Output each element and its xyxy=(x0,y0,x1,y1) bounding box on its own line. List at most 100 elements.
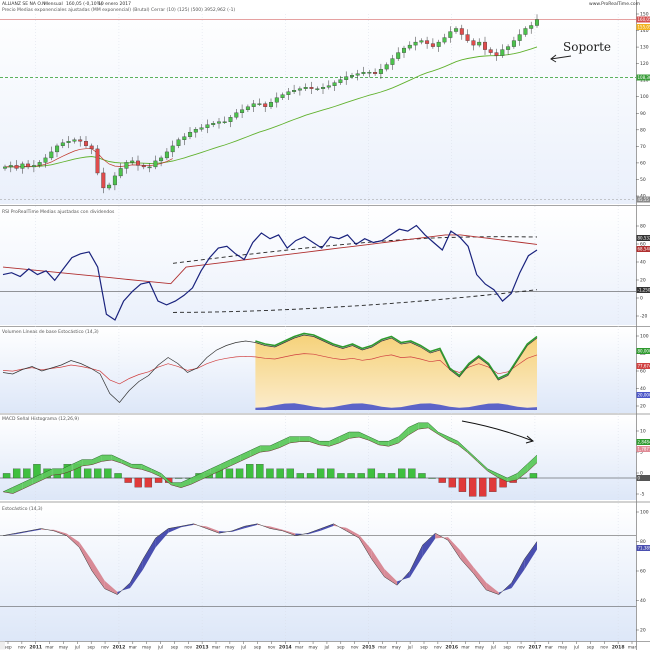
candle[interactable] xyxy=(454,29,458,32)
candle[interactable] xyxy=(512,41,516,47)
candle[interactable] xyxy=(211,123,215,125)
candle[interactable] xyxy=(396,53,400,59)
candle[interactable] xyxy=(188,132,192,137)
candle[interactable] xyxy=(263,104,267,107)
candle[interactable] xyxy=(420,41,424,43)
candle[interactable] xyxy=(73,140,77,142)
candle[interactable] xyxy=(316,89,320,90)
candle[interactable] xyxy=(287,92,291,95)
candle[interactable] xyxy=(107,185,111,188)
candle[interactable] xyxy=(292,90,296,92)
x-tick-label: 2015 xyxy=(362,645,375,651)
candle[interactable] xyxy=(84,141,88,146)
candle[interactable] xyxy=(362,72,366,74)
candle[interactable] xyxy=(437,42,441,47)
candle[interactable] xyxy=(489,50,493,53)
candle[interactable] xyxy=(466,35,470,41)
candle[interactable] xyxy=(495,53,499,56)
candle[interactable] xyxy=(148,167,152,168)
candle[interactable] xyxy=(350,75,354,77)
candle[interactable] xyxy=(159,158,163,161)
candle[interactable] xyxy=(321,87,325,89)
candle[interactable] xyxy=(518,35,522,41)
candle[interactable] xyxy=(55,146,59,152)
candle[interactable] xyxy=(258,104,262,105)
candle[interactable] xyxy=(344,77,348,80)
candle[interactable] xyxy=(38,162,42,165)
candle[interactable] xyxy=(32,165,36,167)
candle[interactable] xyxy=(506,47,510,50)
candle[interactable] xyxy=(223,122,227,123)
candle[interactable] xyxy=(154,161,158,167)
candle[interactable] xyxy=(15,165,19,168)
candle[interactable] xyxy=(501,50,505,56)
candle[interactable] xyxy=(200,128,204,130)
candle[interactable] xyxy=(67,141,71,143)
candle[interactable] xyxy=(183,137,187,140)
candle[interactable] xyxy=(9,165,13,167)
macd-histogram-bar xyxy=(418,473,425,478)
candle[interactable] xyxy=(44,158,48,163)
candle[interactable] xyxy=(206,125,210,128)
candle[interactable] xyxy=(298,89,302,91)
candle[interactable] xyxy=(529,26,533,29)
candle[interactable] xyxy=(281,95,285,98)
candle[interactable] xyxy=(339,80,343,83)
candle[interactable] xyxy=(356,74,360,76)
candle[interactable] xyxy=(414,42,418,45)
candle[interactable] xyxy=(391,59,395,65)
candle[interactable] xyxy=(240,110,244,113)
x-tick-label: 2011 xyxy=(29,645,42,651)
candle[interactable] xyxy=(535,20,539,26)
candle[interactable] xyxy=(61,143,65,146)
candle[interactable] xyxy=(373,72,377,74)
candle[interactable] xyxy=(449,32,453,38)
candle[interactable] xyxy=(119,168,123,176)
candle[interactable] xyxy=(78,140,82,142)
candle[interactable] xyxy=(524,29,528,35)
axis-tick-label: 130 xyxy=(640,45,649,51)
candle[interactable] xyxy=(304,87,308,89)
candle[interactable] xyxy=(310,87,314,89)
candle[interactable] xyxy=(21,164,25,169)
candle[interactable] xyxy=(368,72,372,73)
candle[interactable] xyxy=(96,149,100,173)
candle[interactable] xyxy=(408,45,412,48)
x-tick-label: may xyxy=(142,645,152,650)
candle[interactable] xyxy=(26,164,30,167)
candle[interactable] xyxy=(90,146,94,149)
candle[interactable] xyxy=(431,44,435,47)
candle[interactable] xyxy=(217,122,221,124)
candle[interactable] xyxy=(483,42,487,50)
candle[interactable] xyxy=(136,161,140,166)
candle[interactable] xyxy=(402,48,406,53)
candle[interactable] xyxy=(235,113,239,118)
candle[interactable] xyxy=(246,107,250,110)
candle[interactable] xyxy=(425,41,429,44)
candle[interactable] xyxy=(333,83,337,86)
candle[interactable] xyxy=(472,41,476,46)
candle[interactable] xyxy=(165,152,169,158)
candle[interactable] xyxy=(269,102,273,107)
candle[interactable] xyxy=(460,29,464,35)
macd-histogram-bar xyxy=(317,469,324,478)
candle[interactable] xyxy=(443,38,447,43)
value-marker-label: 77,674 xyxy=(638,364,650,369)
candle[interactable] xyxy=(125,162,129,168)
candle[interactable] xyxy=(229,117,233,122)
candle[interactable] xyxy=(477,42,481,45)
candle[interactable] xyxy=(275,98,279,103)
candle[interactable] xyxy=(177,140,181,146)
candle[interactable] xyxy=(142,165,146,167)
candle[interactable] xyxy=(327,86,331,88)
candle[interactable] xyxy=(3,167,7,169)
candle[interactable] xyxy=(113,176,117,185)
candle[interactable] xyxy=(102,173,106,188)
candle[interactable] xyxy=(252,104,256,107)
candle[interactable] xyxy=(171,146,175,152)
candle[interactable] xyxy=(50,152,54,158)
candle[interactable] xyxy=(385,65,389,70)
candle[interactable] xyxy=(194,129,198,132)
candle[interactable] xyxy=(130,161,134,163)
candle[interactable] xyxy=(379,69,383,74)
